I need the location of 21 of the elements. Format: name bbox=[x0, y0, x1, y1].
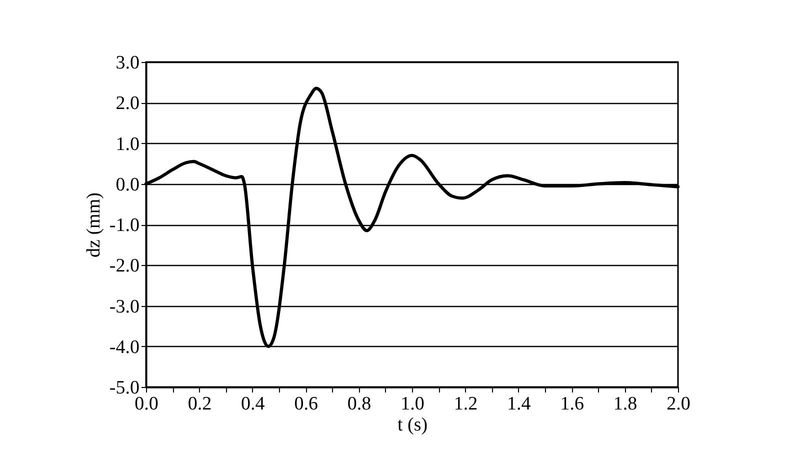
y-axis-title: dz (mm) bbox=[83, 192, 104, 258]
x-axis-title: t (s) bbox=[397, 414, 428, 436]
x-tick-label: 1.0 bbox=[400, 394, 424, 414]
x-tick-label: 0.8 bbox=[347, 394, 372, 414]
x-tick-label: 0.4 bbox=[241, 394, 266, 414]
x-tick-label: 0.6 bbox=[294, 394, 318, 414]
y-tick-label: -4.0 bbox=[109, 336, 140, 358]
y-tick-label: -3.0 bbox=[109, 296, 140, 318]
x-tick-label: 1.4 bbox=[507, 394, 532, 414]
y-tick-label: 0.0 bbox=[116, 174, 140, 196]
y-tick-label: 1.0 bbox=[116, 134, 140, 155]
x-tick-label: 1.6 bbox=[560, 394, 584, 414]
y-tick-label: 2.0 bbox=[116, 93, 140, 114]
x-tick-label: 2.0 bbox=[666, 394, 690, 414]
y-tick-label: 3.0 bbox=[116, 52, 140, 74]
x-tick-label: 1.2 bbox=[454, 394, 478, 414]
x-tick-label: 0.0 bbox=[134, 394, 158, 414]
y-tick-label: -2.0 bbox=[109, 256, 140, 277]
x-tick-label: 1.8 bbox=[613, 394, 638, 414]
x-tick-label: 0.2 bbox=[188, 394, 212, 414]
y-tick-label: -1.0 bbox=[109, 215, 140, 236]
